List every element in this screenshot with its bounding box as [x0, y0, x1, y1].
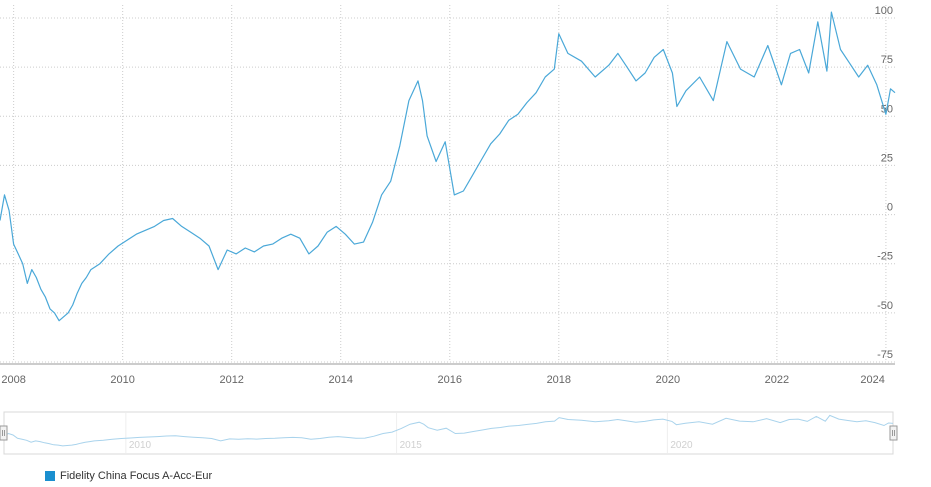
- legend-swatch: [45, 471, 55, 481]
- navigator-year-label: 2020: [670, 440, 693, 451]
- legend[interactable]: Fidelity China Focus A-Acc-Eur: [45, 470, 212, 482]
- legend-label: Fidelity China Focus A-Acc-Eur: [60, 470, 213, 482]
- y-tick-label: 0: [887, 202, 893, 214]
- navigator-line: [3, 414, 894, 447]
- x-tick-label: 2008: [1, 374, 25, 386]
- x-tick-label: 2022: [765, 374, 789, 386]
- navigator-year-label: 2010: [129, 440, 152, 451]
- y-tick-label: 100: [875, 5, 893, 17]
- navigator-year-label: 2015: [400, 440, 423, 451]
- x-tick-label: 2010: [110, 374, 134, 386]
- x-tick-label: 2018: [547, 374, 571, 386]
- navigator-left-handle[interactable]: [0, 425, 8, 441]
- navigator-frame: [3, 411, 894, 455]
- navigator-labels: 2010 2015 2020: [125, 413, 693, 453]
- x-tick-label: 2016: [438, 374, 462, 386]
- grid: [0, 5, 895, 363]
- y-tick-label: -25: [877, 251, 893, 263]
- navigator[interactable]: 2010 2015 2020: [0, 411, 898, 455]
- navigator-right-handle[interactable]: [889, 425, 898, 441]
- y-tick-label: 75: [881, 54, 893, 66]
- x-axis: 2008 2010 2012 2014 2016 2018 2020 2022 2024: [0, 363, 895, 386]
- series-line: [0, 11, 896, 322]
- y-tick-label: -50: [877, 300, 893, 312]
- x-tick-label: 2020: [656, 374, 680, 386]
- y-tick-label: 25: [881, 152, 893, 164]
- x-tick-label: 2024: [860, 374, 884, 386]
- x-tick-label: 2012: [219, 374, 243, 386]
- x-tick-label: 2014: [328, 374, 352, 386]
- y-tick-label: -75: [877, 349, 893, 361]
